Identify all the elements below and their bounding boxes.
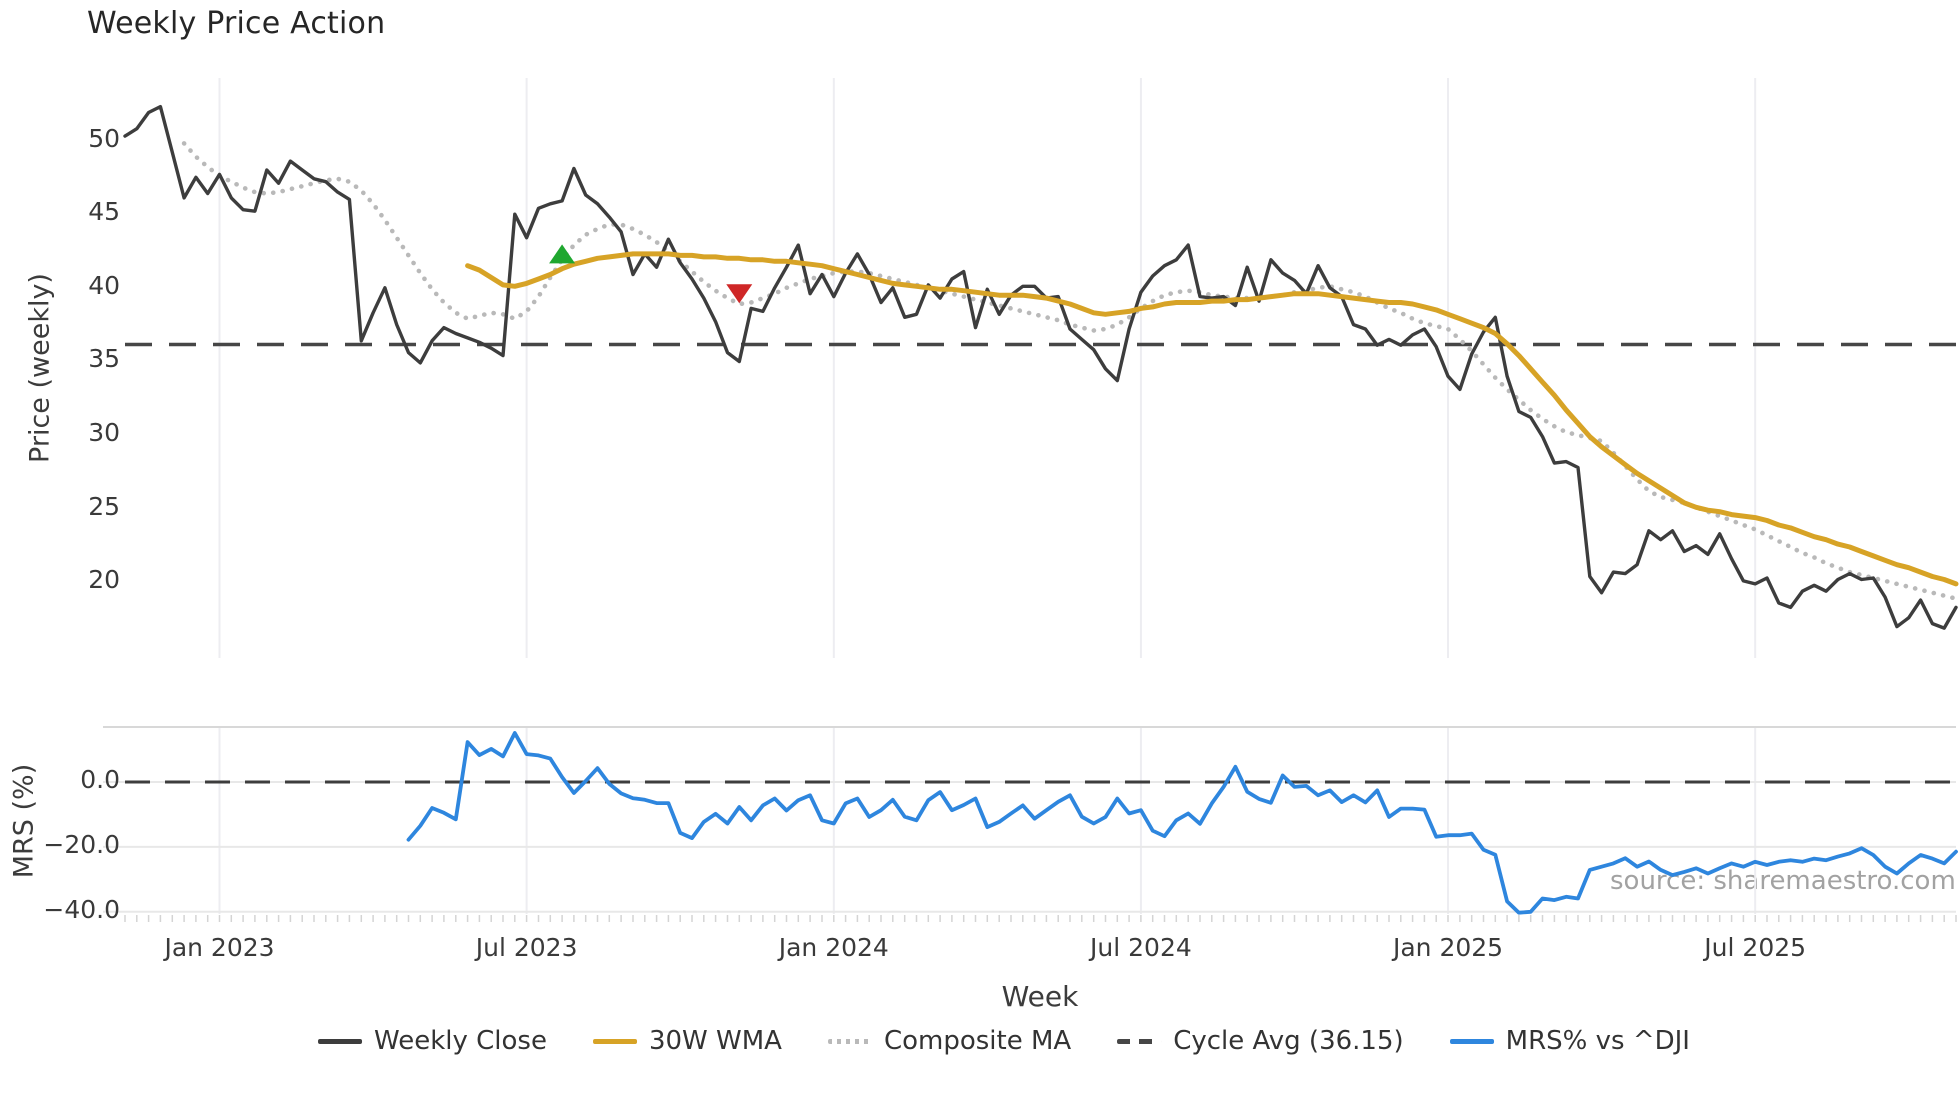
price-tick-label: 50 [88, 123, 120, 153]
cycle-avg-swatch-icon [1117, 1038, 1162, 1044]
weekly-close-swatch-icon [318, 1038, 363, 1044]
mrs-tick-label: 0.0 [80, 765, 120, 794]
price-tick-label: 40 [88, 270, 120, 300]
legend-label: Composite MA [883, 1026, 1072, 1056]
mrs-line [406, 731, 1958, 915]
week-axis-label: Week [1001, 980, 1079, 1013]
composite-ma-line [181, 141, 1959, 601]
legend-item-weekly-close: Weekly Close [318, 1026, 547, 1056]
legend-item-composite-ma: Composite MA [827, 1026, 1072, 1056]
composite-ma-swatch-icon [827, 1038, 872, 1044]
date-tick-label: Jan 2025 [1392, 933, 1504, 962]
date-tick-label: Jul 2024 [1090, 933, 1192, 962]
price-tick-label: 20 [88, 565, 120, 595]
date-tick-label: Jan 2023 [164, 933, 275, 962]
legend-label: Weekly Close [374, 1026, 547, 1056]
chart-title: Weekly Price Action [87, 6, 386, 41]
date-tick-label: Jul 2023 [475, 933, 578, 962]
legend-item-cycle-avg: Cycle Avg (36.15) [1117, 1026, 1404, 1056]
price-tick-label: 30 [88, 418, 120, 448]
wma-line [465, 251, 1959, 587]
mrs-tick-label: −40.0 [43, 894, 120, 924]
date-tick-label: Jan 2024 [778, 933, 889, 962]
sell-signal-marker-icon [726, 284, 753, 304]
price-tick-label: 25 [88, 491, 120, 521]
mrs-swatch-icon [1449, 1038, 1494, 1044]
legend-item-30w-wma: 30W WMA [592, 1026, 782, 1056]
mrs-tick-label: −20.0 [43, 829, 120, 859]
price-tick-label: 35 [88, 344, 120, 374]
legend: Weekly Close 30W WMA Composite MA Cycle … [318, 1026, 1690, 1056]
date-tick-label: Jul 2025 [1704, 933, 1807, 962]
wma-swatch-icon [592, 1038, 637, 1044]
legend-label: 30W WMA [648, 1026, 782, 1056]
weekly-close-line [123, 104, 1958, 630]
legend-label: MRS% vs ^DJI [1505, 1026, 1690, 1056]
price-tick-label: 45 [88, 197, 120, 227]
legend-label: Cycle Avg (36.15) [1173, 1026, 1404, 1056]
buy-signal-marker-icon [549, 244, 576, 264]
legend-item-mrs: MRS% vs ^DJI [1449, 1026, 1690, 1056]
